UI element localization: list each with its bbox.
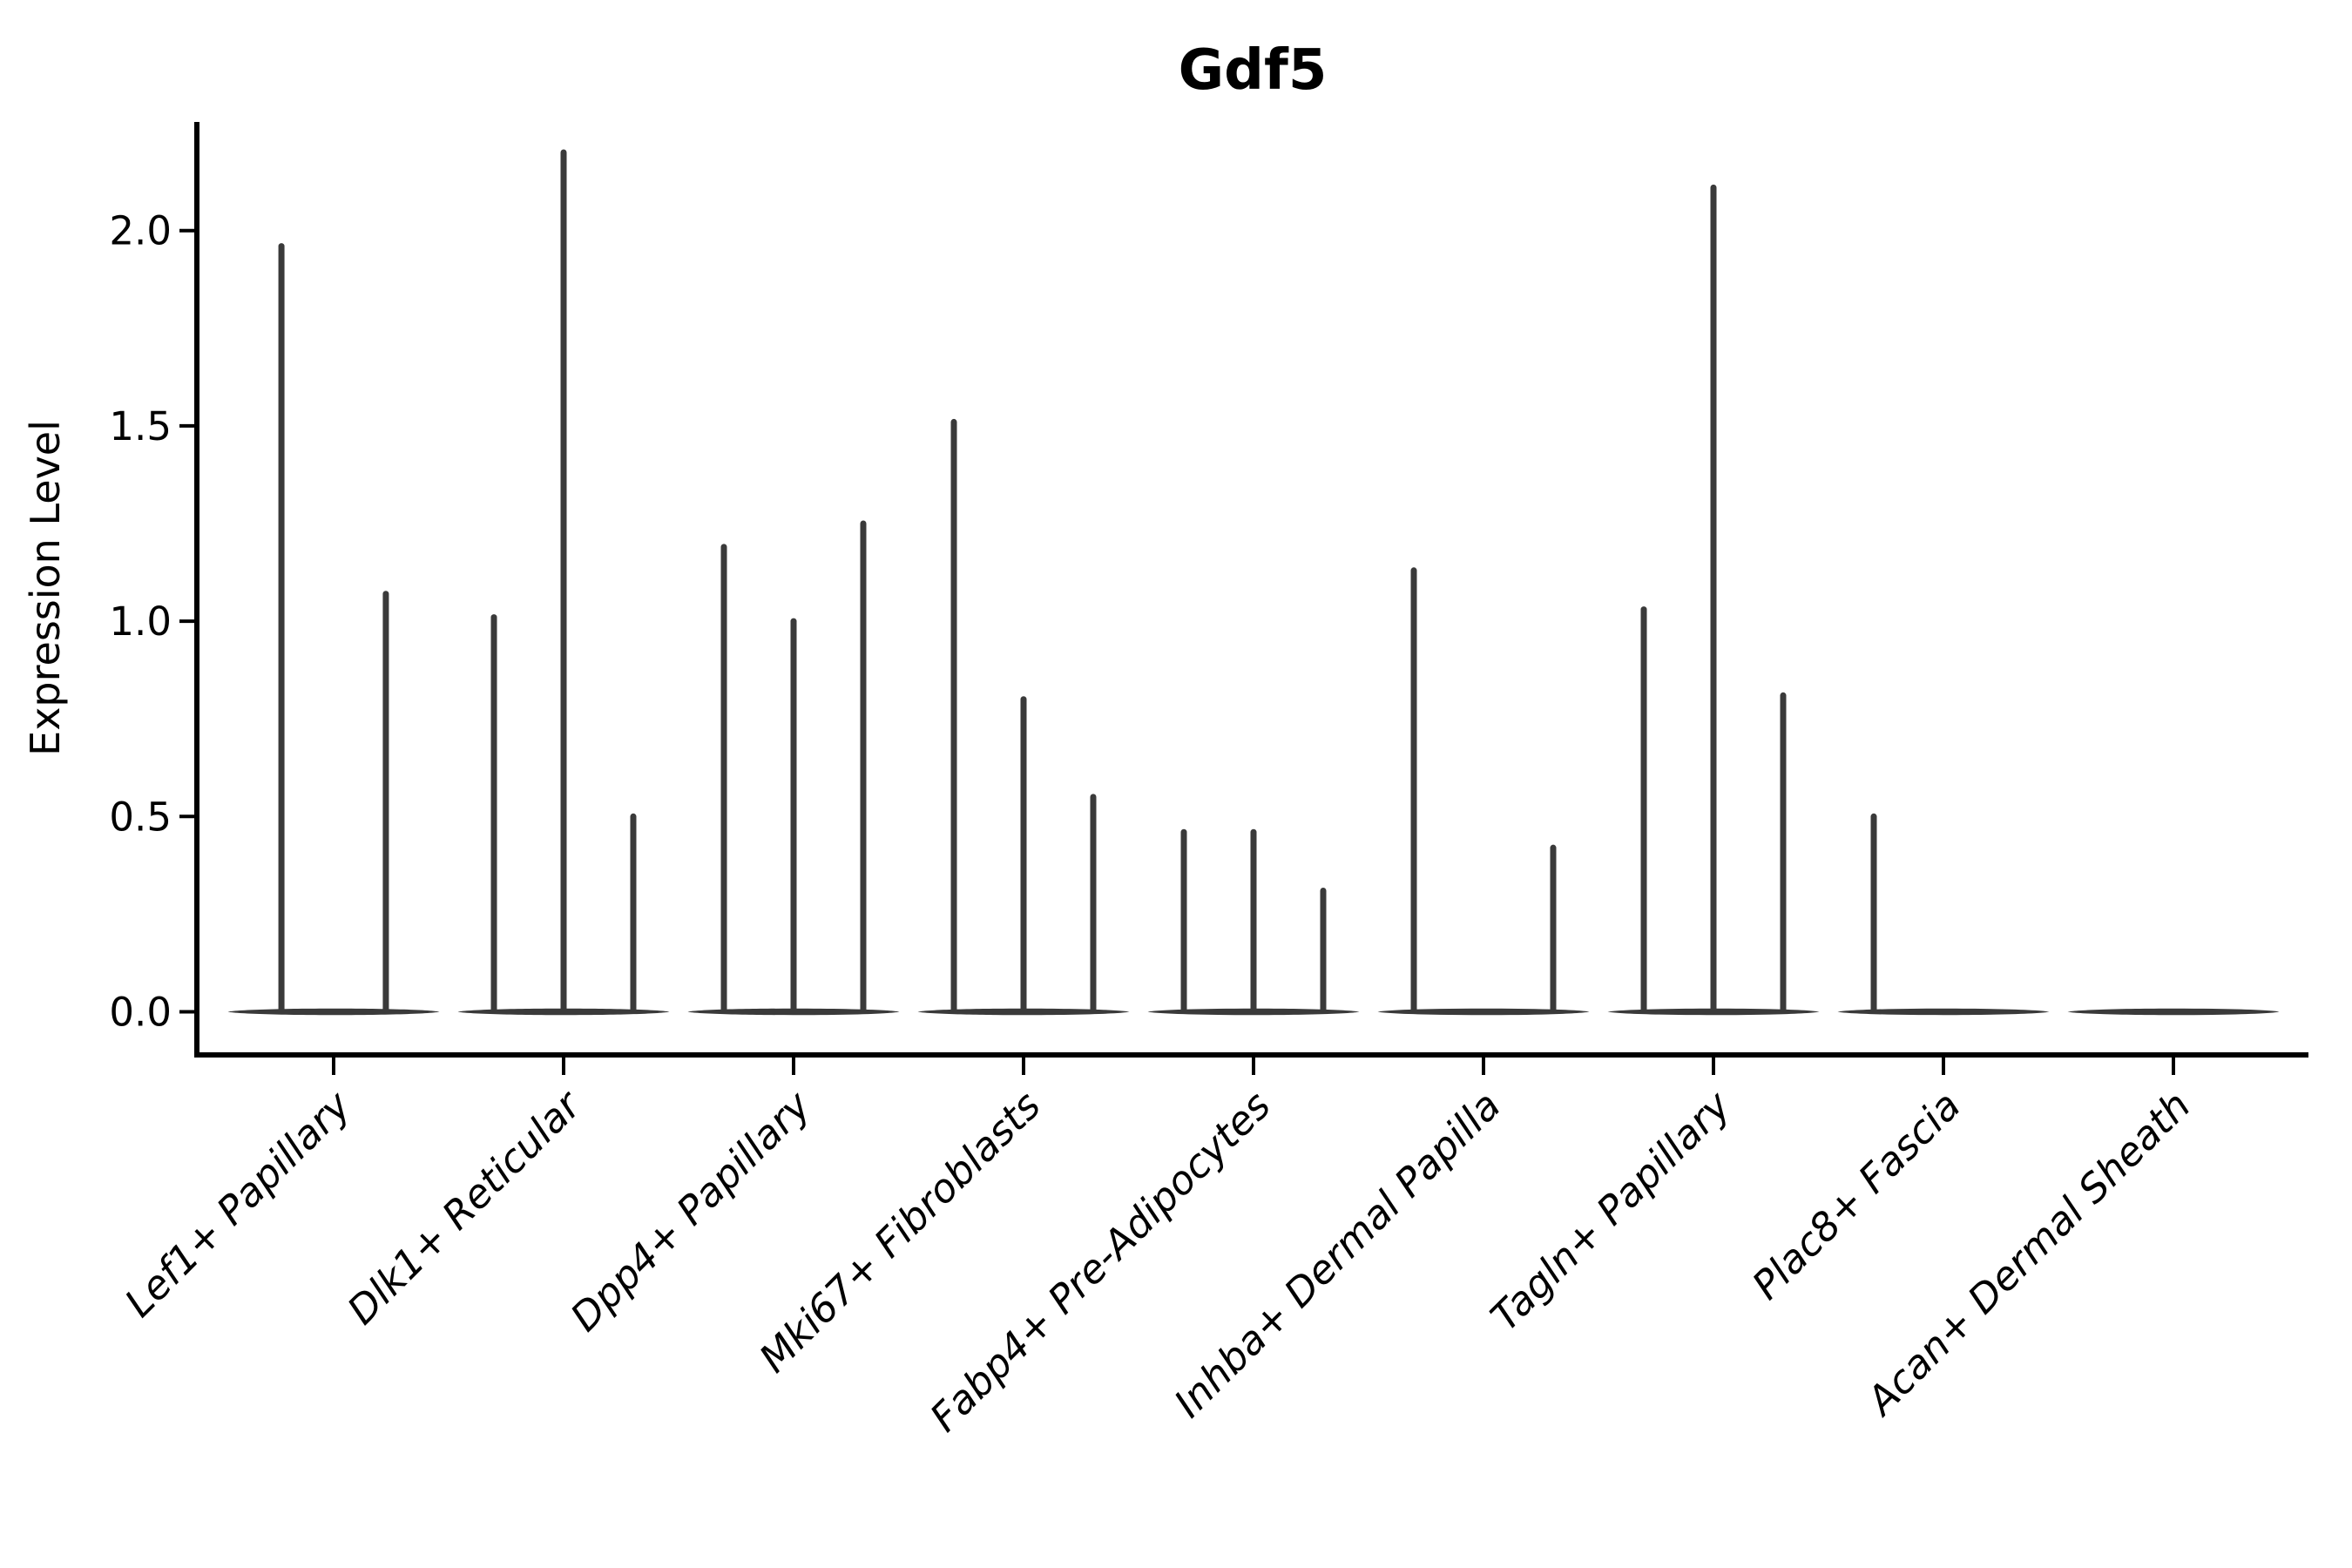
violin-baseline	[1837, 1008, 2050, 1016]
x-tick-label: Dpp4+ Papillary	[562, 1081, 821, 1340]
x-tick-label: Tagln+ Papillary	[1482, 1081, 1740, 1340]
x-tick-label: Plac8+ Fascia	[1743, 1082, 1970, 1308]
violin-baseline	[1377, 1008, 1590, 1016]
y-tick-label: 1.5	[109, 403, 172, 449]
y-tick-label: 2.0	[109, 208, 172, 254]
violin-baseline	[2067, 1008, 2280, 1016]
chart-title: Gdf5	[1178, 38, 1328, 103]
x-tick-label: Dlk1+ Reticular	[338, 1081, 591, 1334]
violin-baseline	[227, 1008, 440, 1016]
y-tick-label: 0.0	[109, 990, 172, 1036]
y-tick-label: 0.5	[109, 794, 172, 840]
y-tick-label: 1.0	[109, 598, 172, 645]
x-tick-label: Lef1+ Papillary	[116, 1081, 361, 1326]
